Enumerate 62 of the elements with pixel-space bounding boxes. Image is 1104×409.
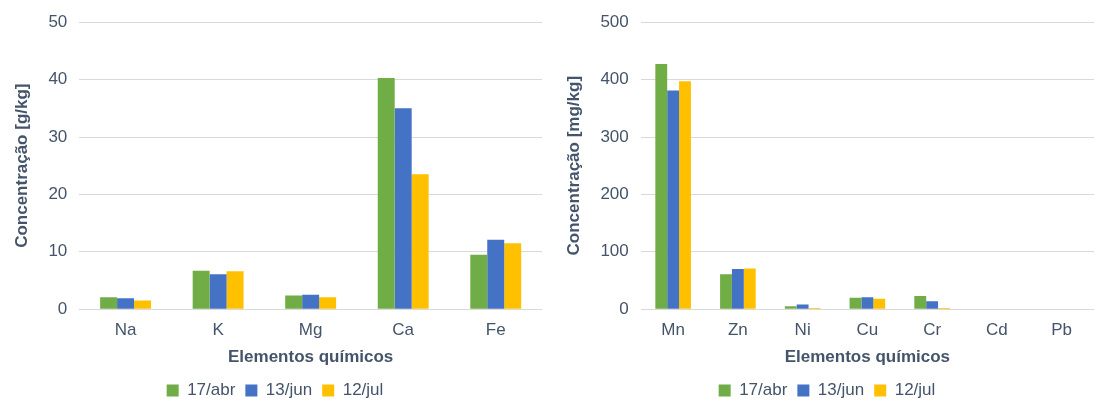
bar	[743, 268, 756, 309]
x-axis-title: Elementos químicos	[227, 347, 394, 367]
bar	[285, 295, 303, 309]
bar	[226, 271, 244, 309]
bar	[504, 243, 522, 309]
bar	[926, 301, 939, 309]
x-tick-label: Cr	[923, 320, 942, 340]
bar	[470, 254, 488, 309]
x-tick-label: Pb	[1051, 320, 1073, 340]
bar	[302, 294, 320, 309]
legend-label: 17/abr	[739, 380, 788, 400]
y-tick-label: 30	[48, 126, 68, 146]
y-tick-label: 100	[600, 241, 629, 261]
bar	[667, 90, 680, 309]
bar	[487, 239, 505, 309]
y-tick-label: 300	[600, 126, 629, 146]
legend-label: 12/jul	[342, 380, 384, 400]
x-tick-label: Mg	[298, 320, 323, 340]
x-tick-label: Cd	[986, 320, 1008, 340]
y-tick-label: 200	[600, 184, 629, 204]
bar	[873, 298, 886, 309]
x-tick-label: Cu	[856, 320, 879, 340]
y-tick-label: 400	[600, 69, 629, 89]
x-axis-title: Elementos químicos	[784, 347, 951, 367]
y-tick-label: 50	[48, 11, 68, 31]
y-tick-label: 0	[619, 298, 629, 318]
x-tick-label: K	[212, 320, 225, 340]
bar	[796, 304, 809, 309]
bar	[720, 274, 732, 309]
bar	[319, 297, 337, 309]
legend-label: 13/jun	[265, 380, 313, 400]
y-tick-label: 40	[48, 69, 68, 89]
y-tick-label: 20	[48, 184, 68, 204]
y-axis-title: Concentração [mg/kg]	[563, 75, 583, 256]
bar	[117, 298, 135, 309]
legend-label: 12/jul	[894, 380, 936, 400]
x-tick-label: Mn	[661, 320, 685, 340]
bar	[192, 270, 210, 309]
y-tick-label: 500	[600, 11, 629, 31]
bar	[849, 297, 862, 309]
bar	[209, 274, 227, 309]
bar	[731, 269, 744, 309]
bar	[679, 81, 691, 309]
legend-label: 13/jun	[817, 380, 865, 400]
bar	[861, 297, 874, 309]
y-tick-label: 10	[48, 241, 68, 261]
bar	[134, 300, 152, 309]
bar	[377, 77, 395, 309]
y-axis-title: Concentração [g/kg]	[11, 83, 31, 248]
bar	[784, 306, 797, 309]
legend-label: 17/abr	[187, 380, 236, 400]
x-tick-label: Na	[114, 320, 137, 340]
bar	[394, 108, 412, 309]
bar	[914, 296, 927, 309]
x-tick-label: Ca	[392, 320, 415, 340]
y-tick-label: 0	[57, 298, 68, 318]
bar	[100, 297, 118, 309]
x-tick-label: Fe	[485, 320, 506, 340]
bar	[411, 174, 429, 309]
x-tick-label: Ni	[794, 320, 811, 340]
bar	[655, 64, 668, 309]
x-tick-label: Zn	[727, 320, 748, 340]
